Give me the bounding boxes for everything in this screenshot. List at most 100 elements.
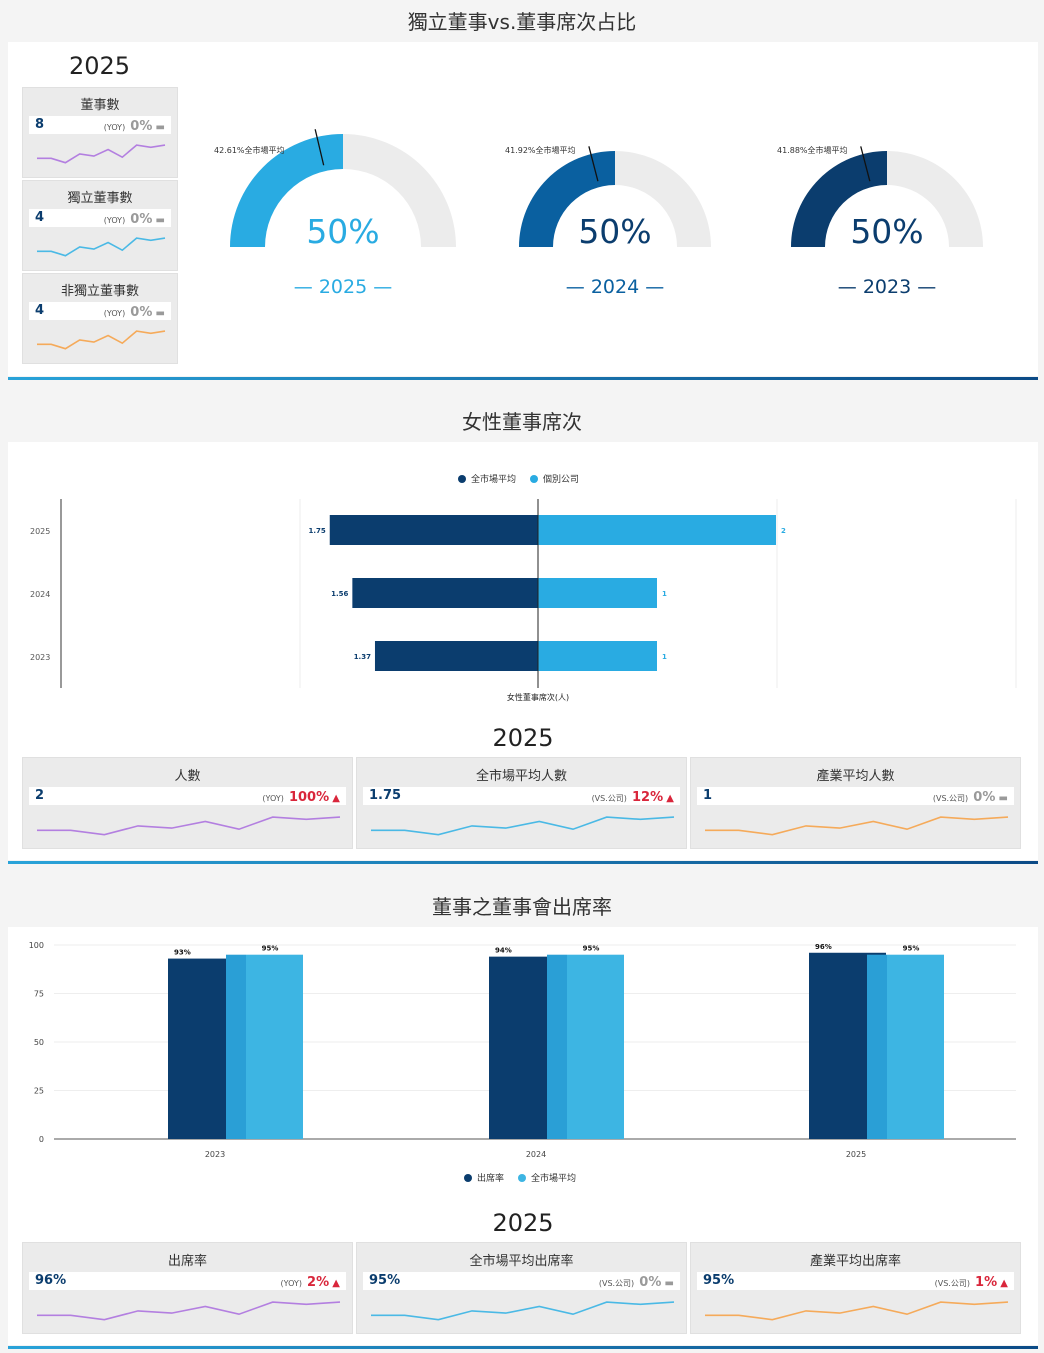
kpi-change-percent: 0% <box>130 212 153 227</box>
gauge-chart: 50% <box>230 129 456 251</box>
section1-year: 2025 <box>68 52 131 80</box>
bar-market-avg[interactable] <box>374 641 538 671</box>
y-tick-label: 50 <box>34 1038 44 1047</box>
kpi-change: (YOY) 100% ▲ <box>262 787 340 808</box>
data-label-market-avg: 1.75 <box>308 527 325 535</box>
gauge-avg-marker <box>314 129 325 166</box>
kpi-title: 產業平均人數 <box>816 769 895 784</box>
data-label-attendance: 96% <box>815 943 832 951</box>
section3-title: 董事之董事會出席率 <box>432 895 612 919</box>
kpi-title: 非獨立董事數 <box>60 284 139 299</box>
bar-market-avg-edge <box>867 954 887 1139</box>
kpi-change: (YOY) 0% ▬ <box>104 302 165 323</box>
legend-dot-icon <box>518 1173 527 1182</box>
kpi-change-percent: 0% <box>130 305 153 320</box>
y-tick-label: 75 <box>34 990 44 999</box>
kpi-value-row: 1.75 (VS.公司) 12% ▲ <box>363 787 680 805</box>
kpi-value: 8 <box>35 117 45 132</box>
attendance-chart-legend: 出席率 全市場平均 <box>464 1171 576 1184</box>
kpi-value: 96% <box>35 1273 67 1288</box>
kpi-card: 人數 2 (YOY) 100% ▲ <box>22 757 353 849</box>
bar-market-avg[interactable] <box>329 515 538 545</box>
x-axis-label: 女性董事席次(人) <box>507 692 569 702</box>
triangle-up-icon: ▲ <box>663 793 674 804</box>
legend-item-market-avg[interactable]: 全市場平均 <box>458 472 516 485</box>
dash-icon: ▬ <box>152 308 165 319</box>
kpi-change: (VS.公司) 0% ▬ <box>933 787 1008 808</box>
x-tick-label: 2025 <box>846 1150 866 1159</box>
dash-icon: ▬ <box>152 215 165 226</box>
sparkline <box>705 816 1009 836</box>
kpi-change-label: (YOY) <box>103 216 126 225</box>
y-tick-label: 2025 <box>30 527 50 536</box>
bar-company[interactable] <box>538 641 657 671</box>
kpi-title: 產業平均出席率 <box>809 1254 901 1269</box>
kpi-value: 95% <box>703 1273 735 1288</box>
kpi-change: (YOY) 0% ▬ <box>104 116 165 137</box>
bar-market-avg[interactable] <box>567 954 624 1139</box>
sparkline-line <box>37 237 166 257</box>
y-tick-label: 2023 <box>30 653 50 662</box>
sparkline <box>37 1301 341 1321</box>
kpi-value-row: 95% (VS.公司) 0% ▬ <box>363 1272 680 1290</box>
kpi-title: 人數 <box>174 769 201 784</box>
legend-item-market-avg[interactable]: 全市場平均 <box>518 1171 576 1184</box>
women-directors-chart: 2025 1.75 2 2024 1.56 1 2023 1.37 1 女性董事席次(人) <box>30 499 1017 702</box>
dash-icon: ▬ <box>152 122 165 133</box>
sparkline-line <box>705 816 1009 836</box>
section1-title: 獨立董事vs.董事席次占比 <box>407 10 637 34</box>
sparkline <box>371 1301 675 1321</box>
sparkline-line <box>37 330 166 350</box>
bar-market-avg-edge <box>226 954 246 1139</box>
kpi-change-label: (YOY) <box>280 1279 302 1288</box>
kpi-card: 非獨立董事數 4 (YOY) 0% ▬ <box>22 273 178 364</box>
kpi-change-percent: 0% <box>639 1275 662 1290</box>
gauge-year-label: — 2025 — <box>293 276 393 298</box>
kpi-change: (VS.公司) 12% ▲ <box>592 787 674 808</box>
gauge-year-label: — 2024 — <box>565 276 665 298</box>
kpi-value-row: 1 (VS.公司) 0% ▬ <box>697 787 1014 805</box>
bar-company[interactable] <box>538 515 776 545</box>
kpi-value: 4 <box>35 210 45 225</box>
bar-company[interactable] <box>538 578 657 608</box>
gauge-avg-label: 41.88%全市場平均 <box>777 146 848 155</box>
sparkline <box>37 330 166 350</box>
legend-label: 個別公司 <box>543 475 580 485</box>
kpi-value: 4 <box>35 303 45 318</box>
kpi-change-label: (YOY) <box>262 794 284 803</box>
section2-year: 2025 <box>492 724 554 752</box>
women-chart-legend: 全市場平均 個別公司 <box>458 472 579 485</box>
kpi-card: 產業平均出席率 95% (VS.公司) 1% ▲ <box>690 1242 1021 1334</box>
sparkline-line <box>705 1301 1009 1321</box>
gauge-year-label: — 2023 — <box>837 276 937 298</box>
kpi-card: 出席率 96% (YOY) 2% ▲ <box>22 1242 353 1334</box>
legend-dot-icon <box>458 474 466 483</box>
sparkline-line <box>37 1301 341 1321</box>
legend-item-attendance[interactable]: 出席率 <box>464 1171 504 1184</box>
bar-market-avg[interactable] <box>887 954 944 1139</box>
sparkline-line <box>37 144 166 164</box>
kpi-title: 出席率 <box>167 1254 207 1269</box>
gauge-value: 50% <box>578 212 651 251</box>
data-label-company: 1 <box>662 653 667 661</box>
kpi-change: (VS.公司) 1% ▲ <box>935 1272 1008 1293</box>
kpi-change: (VS.公司) 0% ▬ <box>599 1272 674 1293</box>
sparkline-line <box>371 1301 675 1321</box>
gauge-avg-marker <box>588 146 599 182</box>
data-label-company: 2 <box>781 527 786 535</box>
legend-item-company[interactable]: 個別公司 <box>530 472 579 485</box>
legend-label: 出席率 <box>477 1174 505 1184</box>
gauge-avg-label: 42.61%全市場平均 <box>214 146 285 155</box>
kpi-change-percent: 100% <box>288 790 330 805</box>
gauge-value: 50% <box>850 212 923 251</box>
y-tick-label: 25 <box>34 1087 44 1096</box>
dash-icon: ▬ <box>995 793 1008 804</box>
bar-market-avg[interactable] <box>246 954 303 1139</box>
kpi-value-row: 4 (YOY) 0% ▬ <box>29 302 171 320</box>
data-label-market-avg: 95% <box>903 945 920 953</box>
kpi-title: 全市場平均出席率 <box>469 1254 574 1269</box>
section2-divider <box>8 861 1038 864</box>
kpi-change-label: (VS.公司) <box>591 794 627 803</box>
kpi-title: 獨立董事數 <box>67 191 133 206</box>
bar-market-avg[interactable] <box>352 578 538 608</box>
